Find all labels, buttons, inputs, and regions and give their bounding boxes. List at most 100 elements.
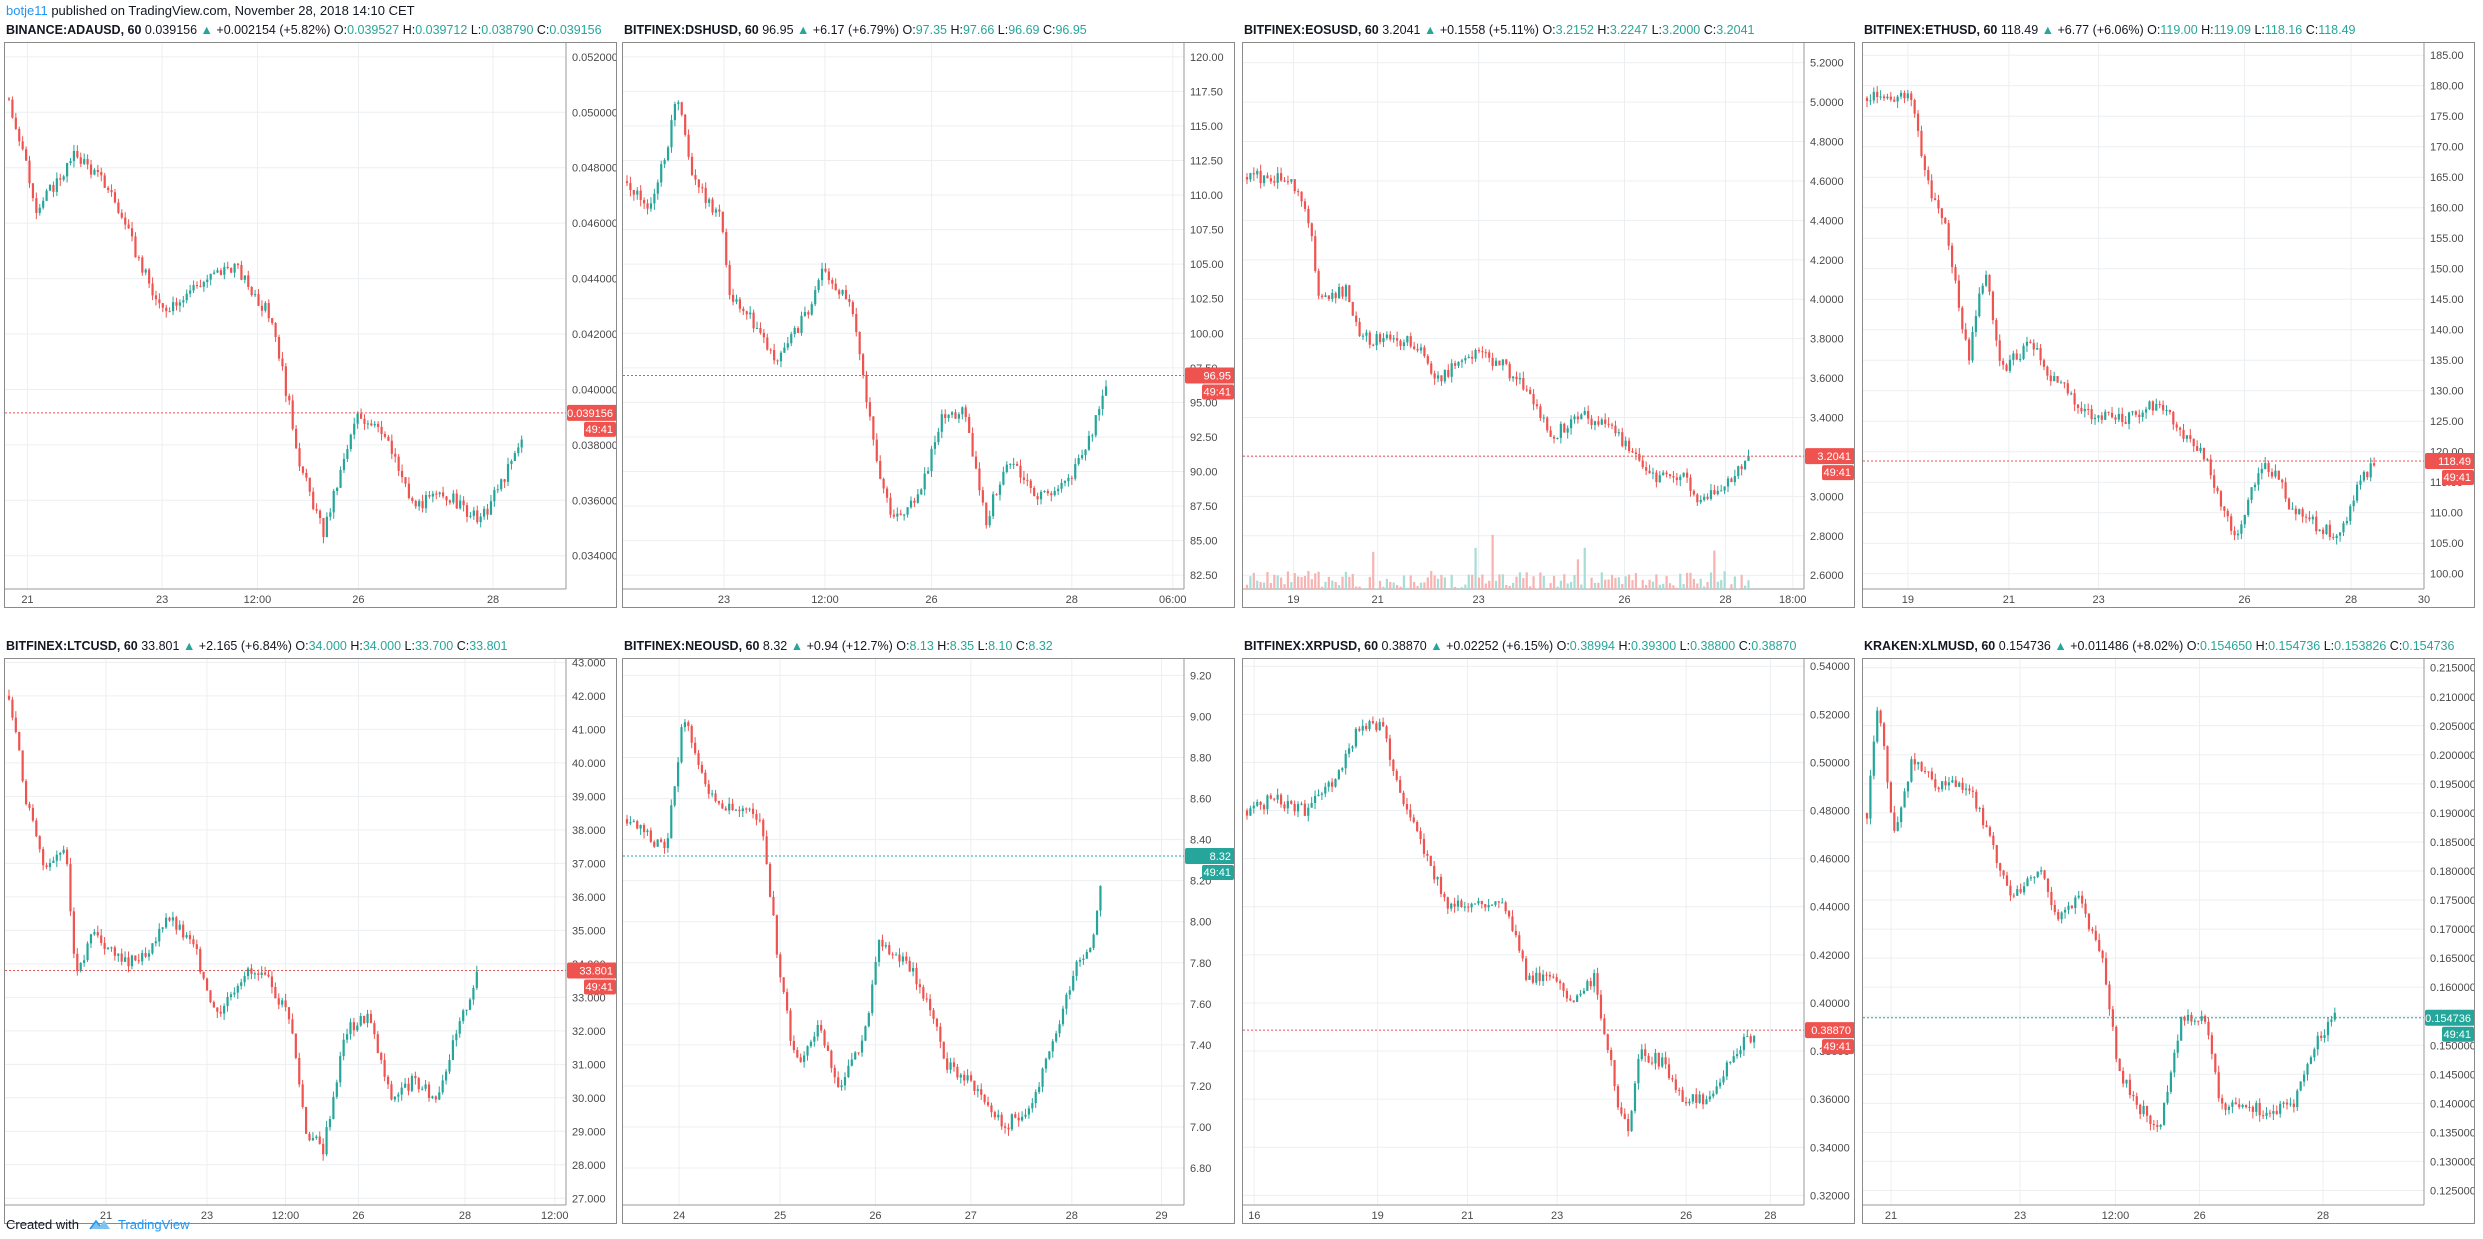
chart-area[interactable]: 0.052000 0.050000 0.048000 0.046000 0.044000… <box>4 42 617 608</box>
chart-panel[interactable]: BITFINEX:LTCUSD, 60 33.801 ▲ +2.165 (+6.… <box>4 638 617 1228</box>
candle-body <box>1672 476 1675 478</box>
open-value: 0.38994 <box>1569 639 1615 653</box>
candle-body <box>1709 490 1713 499</box>
candle-body <box>1664 1057 1667 1065</box>
countdown-label-bg <box>584 979 616 995</box>
price-tick-label: 0.50000 <box>1810 757 1850 769</box>
open-value: 97.35 <box>915 23 947 37</box>
price-tick-label: 90.00 <box>1190 467 1218 479</box>
tradingview-logo-icon <box>88 1219 110 1230</box>
candle-body <box>1968 339 1971 361</box>
candle-body <box>1865 812 1869 819</box>
chart-area[interactable]: 9.20 9.00 8.80 8.60 8.40 8.20 8.00 7.80 7.60 7.40… <box>622 658 1235 1224</box>
candle-body <box>879 460 882 479</box>
tradingview-brand-link[interactable]: TradingView <box>118 1217 190 1232</box>
candle-body <box>2104 958 2108 985</box>
candle-body <box>438 1092 441 1100</box>
candle-body <box>1705 1099 1708 1105</box>
chart-area[interactable]: 0.54000 0.52000 0.50000 0.48000 0.46000 0.440… <box>1242 658 1855 1224</box>
candle-body <box>2349 506 2352 521</box>
candle-body <box>366 1013 369 1024</box>
candle-body <box>779 352 783 362</box>
price-tick-label: 175.00 <box>2430 111 2464 123</box>
candle-body <box>233 992 236 995</box>
chart-area[interactable]: 0.215000 0.210000 0.205000 0.200000 0.195000… <box>1862 658 2475 1224</box>
price-tick-label: 130.00 <box>2430 386 2464 398</box>
candle-body <box>2248 1106 2251 1108</box>
candle-body <box>113 192 117 203</box>
chart-panel[interactable]: BINANCE:ADAUSD, 60 0.039156 ▲ +0.002154 … <box>4 22 617 612</box>
candle-body <box>243 275 246 280</box>
candle-body <box>1514 930 1517 936</box>
candle-body <box>2022 886 2026 893</box>
candle-body <box>906 507 909 515</box>
chart-panel[interactable]: BITFINEX:EOSUSD, 60 3.2041 ▲ +0.1558 (+5… <box>1242 22 1855 612</box>
symbol-label: KRAKEN:XLMUSD, 60 <box>1864 639 1996 653</box>
candle-body <box>1057 488 1060 492</box>
chart-area[interactable]: 43.000 42.000 41.000 40.000 39.000 38.000 37.0… <box>4 658 617 1224</box>
candle-body <box>1078 959 1082 962</box>
candle-body <box>206 279 209 283</box>
countdown-label-bg <box>2442 469 2474 485</box>
candle-body <box>124 957 127 962</box>
candle-body <box>376 1034 379 1053</box>
candle-body <box>2101 950 2104 959</box>
candle-body <box>896 513 899 517</box>
chart-panel[interactable]: KRAKEN:XLMUSD, 60 0.154736 ▲ +0.011486 (… <box>1862 638 2475 1228</box>
candle-body <box>649 203 653 209</box>
chart-panel[interactable]: BITFINEX:DSHUSD, 60 96.95 ▲ +6.17 (+6.79… <box>622 22 1235 612</box>
candle-body <box>363 418 366 424</box>
chart-area[interactable]: 185.00 180.00 175.00 170.00 165.00 160.00 155.… <box>1862 42 2475 608</box>
last-price-label-bg <box>567 404 616 421</box>
chart-area[interactable]: 5.2000 5.0000 4.8000 4.6000 4.4000 4.2000 4.00… <box>1242 42 1855 608</box>
candle-body <box>2114 417 2117 420</box>
candle-body <box>1954 267 1957 281</box>
candle-body <box>65 849 69 865</box>
candle-body <box>2049 375 2052 382</box>
candle-body <box>55 854 58 861</box>
chart-panel[interactable]: BITFINEX:XRPUSD, 60 0.38870 ▲ +0.02252 (… <box>1242 638 1855 1228</box>
author-link[interactable]: botje11 <box>6 3 48 18</box>
candle-body <box>1599 994 1603 1019</box>
volume-bar <box>1290 581 1293 589</box>
candle-body <box>45 190 48 201</box>
candle-body <box>916 494 919 503</box>
candle-body <box>1058 1024 1061 1034</box>
candle-body <box>1365 332 1368 336</box>
candle-body <box>2050 891 2053 905</box>
candle-body <box>1742 1036 1745 1051</box>
candle-body <box>909 500 913 508</box>
candle-body <box>1075 961 1078 976</box>
candle-body <box>48 184 52 191</box>
candle-body <box>1033 487 1036 497</box>
candle-body <box>711 793 714 795</box>
volume-bar <box>1624 576 1627 589</box>
volume-bar <box>1416 585 1419 589</box>
candle-body <box>894 954 898 956</box>
candle-body <box>1450 363 1453 377</box>
candle-body <box>1436 876 1439 880</box>
volume-bar <box>1546 587 1549 589</box>
candle-body <box>414 1075 417 1079</box>
price-tick-label: 82.50 <box>1190 570 1218 582</box>
time-tick-label: 21 <box>1461 1210 1473 1222</box>
candle-body <box>2206 459 2209 461</box>
volume-bar <box>1375 588 1378 589</box>
candle-body <box>1095 910 1099 935</box>
candle-body <box>673 786 676 806</box>
candle-body <box>21 141 24 150</box>
chart-panel[interactable]: BITFINEX:NEOUSD, 60 8.32 ▲ +0.94 (+12.7%… <box>622 638 1235 1228</box>
candle-body <box>2255 1102 2258 1112</box>
candle-body <box>2281 479 2284 483</box>
candle-body <box>851 302 854 315</box>
candle-body <box>2330 1019 2333 1022</box>
candle-body <box>287 1007 291 1020</box>
candle-body <box>1685 472 1689 478</box>
chart-area[interactable]: 120.00 117.50 115.00 112.50 110.00 107.50 105.… <box>622 42 1235 608</box>
candle-body <box>2046 878 2050 892</box>
candle-body <box>932 1010 935 1019</box>
candle-body <box>178 924 181 930</box>
chart-panel[interactable]: BITFINEX:ETHUSD, 60 118.49 ▲ +6.77 (+6.0… <box>1862 22 2475 612</box>
candle-body <box>2076 404 2080 408</box>
volume-bar <box>1627 574 1631 589</box>
